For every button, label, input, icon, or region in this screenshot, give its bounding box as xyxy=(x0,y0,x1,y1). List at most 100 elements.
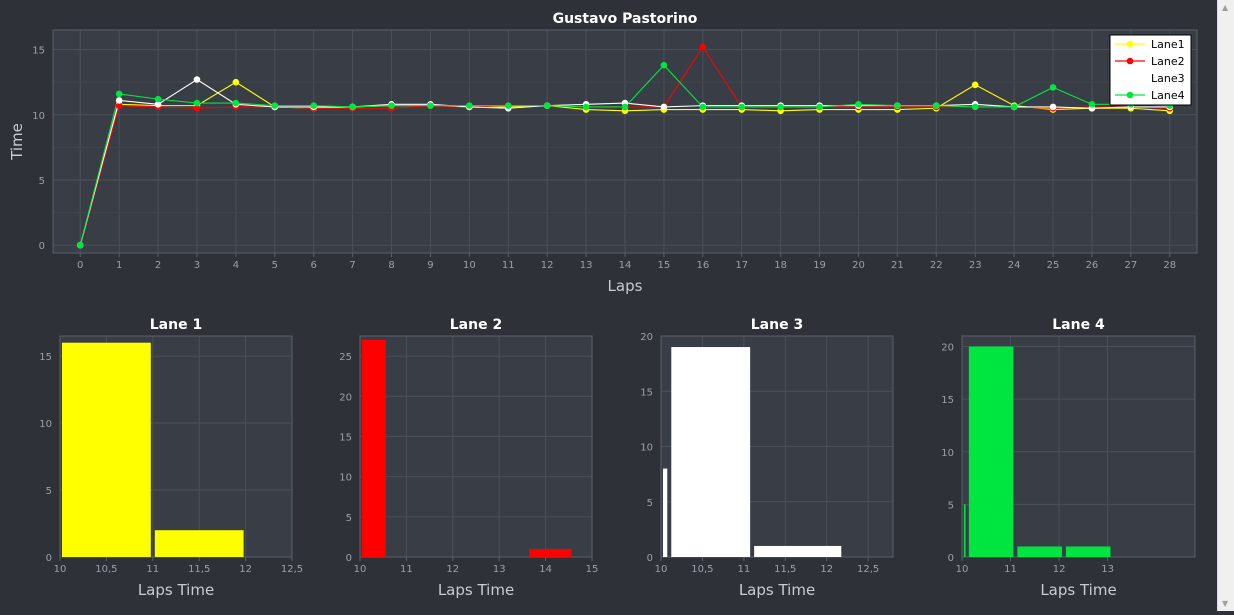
x-tick-label: 11 xyxy=(400,564,413,575)
x-tick-label: 9 xyxy=(427,260,433,271)
y-tick-label: 5 xyxy=(46,486,52,497)
data-point-lane4 xyxy=(816,103,823,111)
x-tick-label: 12,5 xyxy=(281,564,303,575)
data-point-lane4 xyxy=(115,90,123,98)
data-point-lane4 xyxy=(582,103,590,111)
data-point-lane4 xyxy=(543,102,551,109)
x-tick-label: 12 xyxy=(239,564,252,575)
x-tick-label: 11 xyxy=(737,564,750,575)
data-point-lane4 xyxy=(310,102,318,109)
x-tick-label: 14 xyxy=(539,564,552,575)
y-tick-label: 10 xyxy=(339,473,352,484)
plot-frame xyxy=(359,335,593,558)
histogram-bar xyxy=(362,340,386,557)
x-tick-label: 10 xyxy=(354,564,367,575)
data-point-lane4 xyxy=(193,99,201,107)
x-tick-label: 11,5 xyxy=(188,564,210,575)
x-tick-label: 12,5 xyxy=(857,564,879,575)
y-tick-label: 10 xyxy=(32,111,45,122)
data-point-lane2 xyxy=(699,43,707,51)
legend-item-label: Lane3 xyxy=(1151,72,1185,85)
x-tick-label: 23 xyxy=(969,260,982,271)
data-point-lane4 xyxy=(738,103,746,111)
x-tick-label: 24 xyxy=(1008,260,1021,271)
data-point-lane4 xyxy=(466,102,473,109)
data-point-lane3 xyxy=(660,103,668,111)
chart-title: Lane 1 xyxy=(150,317,202,333)
y-tick-label: 5 xyxy=(948,500,954,511)
legend-item-label: Lane4 xyxy=(1151,89,1185,102)
histogram-bar xyxy=(663,468,668,557)
x-tick-label: 10,5 xyxy=(95,564,117,575)
x-tick-label: 13 xyxy=(580,260,593,271)
x-tick-label: 19 xyxy=(813,260,826,271)
x-tick-label: 13 xyxy=(1101,564,1114,575)
data-point-lane4 xyxy=(154,95,162,103)
y-axis-label: Time xyxy=(8,123,26,161)
x-tick-label: 22 xyxy=(930,260,943,271)
scroll-up-icon[interactable]: ▲ xyxy=(1222,3,1229,12)
histogram-bar xyxy=(671,347,751,557)
chart-title: Gustavo Pastorino xyxy=(553,11,698,27)
y-tick-label: 0 xyxy=(46,553,52,564)
data-point-lane4 xyxy=(699,103,707,111)
data-point-lane3 xyxy=(115,97,123,104)
y-tick-label: 0 xyxy=(948,553,954,564)
histogram-bar xyxy=(154,530,244,557)
x-tick-label: 12 xyxy=(446,564,459,575)
data-point-lane4 xyxy=(232,99,240,107)
x-tick-label: 11,5 xyxy=(774,564,796,575)
x-tick-label: 5 xyxy=(272,260,278,271)
y-tick-label: 20 xyxy=(339,392,352,403)
histogram-bar xyxy=(529,548,572,557)
data-point-lane1 xyxy=(971,81,979,89)
x-tick-label: 11 xyxy=(146,564,159,575)
chart-title: Lane 3 xyxy=(751,317,803,333)
histogram-bar xyxy=(754,545,842,557)
data-point-lane4 xyxy=(621,103,629,111)
data-point-lane4 xyxy=(855,101,862,108)
x-axis-label: Laps Time xyxy=(438,581,514,599)
data-point-lane4 xyxy=(971,103,979,111)
y-tick-label: 10 xyxy=(640,443,653,454)
legend-box xyxy=(1109,34,1192,106)
vertical-scrollbar[interactable]: ▲ ▼ xyxy=(1217,0,1234,611)
histogram-bar xyxy=(1017,546,1062,557)
x-tick-label: 18 xyxy=(774,260,787,271)
legend-swatch-marker xyxy=(1126,74,1134,82)
x-tick-label: 12 xyxy=(1053,564,1066,575)
chart-title: Lane 2 xyxy=(450,317,502,333)
histogram-bar xyxy=(62,342,151,557)
plot-area-3 xyxy=(360,336,592,557)
histogram-bar xyxy=(1065,546,1111,557)
x-tick-label: 15 xyxy=(658,260,671,271)
x-axis-label: Laps xyxy=(608,277,643,295)
x-tick-label: 12 xyxy=(541,260,554,271)
data-point-lane4 xyxy=(932,102,940,109)
y-tick-label: 5 xyxy=(346,513,352,524)
x-tick-label: 10,5 xyxy=(691,564,713,575)
y-tick-label: 15 xyxy=(32,46,45,57)
y-tick-label: 15 xyxy=(339,432,352,443)
x-tick-label: 8 xyxy=(388,260,394,271)
y-tick-label: 0 xyxy=(647,553,653,564)
x-tick-label: 14 xyxy=(619,260,632,271)
data-point-lane2 xyxy=(115,102,123,109)
y-tick-label: 15 xyxy=(941,395,954,406)
x-tick-label: 12 xyxy=(820,564,833,575)
data-point-lane4 xyxy=(349,103,356,111)
data-point-lane4 xyxy=(388,102,395,109)
histogram-bar xyxy=(968,346,1014,557)
data-point-lane4 xyxy=(777,103,784,111)
x-tick-label: 16 xyxy=(696,260,709,271)
legend-swatch-marker xyxy=(1126,91,1134,99)
x-tick-label: 0 xyxy=(77,260,83,271)
x-tick-label: 4 xyxy=(233,260,239,271)
x-tick-label: 6 xyxy=(311,260,317,271)
data-point-lane4 xyxy=(1088,101,1096,108)
scroll-down-icon[interactable]: ▼ xyxy=(1222,599,1229,608)
legend-swatch-marker xyxy=(1126,40,1134,48)
histogram-bar xyxy=(964,504,966,557)
